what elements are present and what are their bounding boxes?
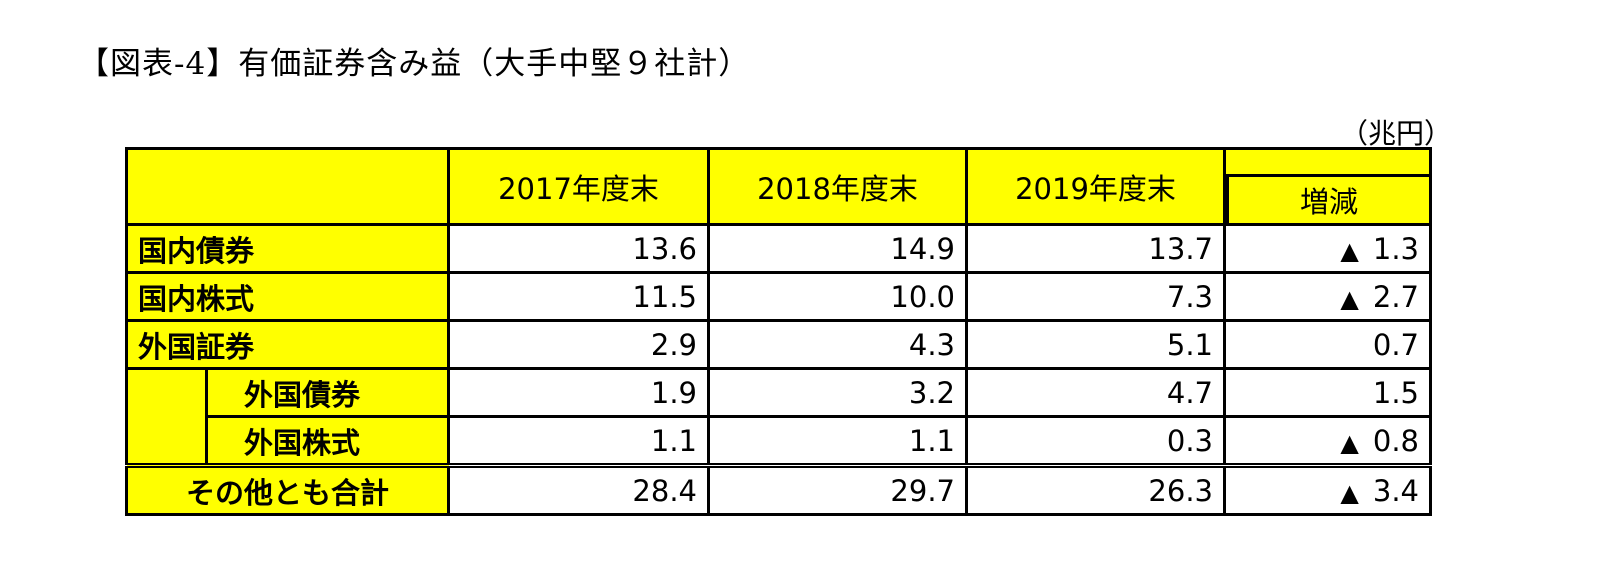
cell: 2.9 (447, 319, 710, 370)
col-header-2019: 2019年度末 (965, 147, 1226, 226)
diff-cell: ▲ 2.7 (1223, 271, 1432, 322)
cell: 4.7 (965, 367, 1226, 418)
triangle-icon: ▲ (1340, 236, 1359, 265)
diff-value: 0.8 (1372, 423, 1419, 458)
page-title: 【図表-4】有価証券含み益（大手中堅９社計） (78, 46, 751, 82)
table-row: 国内債券 13.6 14.9 13.7 ▲ 1.3 (125, 223, 1432, 274)
cell: 14.9 (707, 223, 968, 274)
cell: 29.7 (707, 463, 968, 516)
indent-spacer (125, 368, 208, 466)
cell: 1.1 (447, 415, 710, 467)
cell: 1.9 (447, 367, 710, 418)
diff-cell: ▲ 3.4 (1223, 463, 1432, 516)
table-row: 外国証券 2.9 4.3 5.1 0.7 (125, 319, 1432, 370)
col-header-diff: 増減 (1226, 174, 1429, 223)
table-row: 外国債券 1.9 3.2 4.7 1.5 (125, 367, 1432, 466)
triangle-icon: ▲ (1340, 478, 1359, 507)
col-header-2017: 2017年度末 (447, 147, 710, 226)
unit-label: （兆円） (1340, 117, 1453, 150)
triangle-icon: ▲ (1340, 284, 1359, 313)
cell: 7.3 (965, 271, 1226, 322)
table-row: 外国株式 1.1 1.1 0.3 ▲ 0.8 (127, 415, 1432, 467)
cell: 3.2 (707, 367, 968, 418)
cell: 4.3 (707, 319, 968, 370)
cell: 13.7 (965, 223, 1226, 274)
cell: 5.1 (965, 319, 1226, 370)
securities-table: 2017年度末 2018年度末 2019年度末 増減 国内債券 13.6 14.… (125, 147, 1432, 516)
triangle-icon: ▲ (1340, 428, 1359, 457)
diff-value: 2.7 (1372, 279, 1419, 314)
cell: 1.1 (707, 415, 968, 467)
table-row: 国内株式 11.5 10.0 7.3 ▲ 2.7 (125, 271, 1432, 322)
cell: 0.3 (965, 415, 1226, 467)
diff-value: 3.4 (1372, 473, 1419, 508)
col-header-2018: 2018年度末 (707, 147, 968, 226)
diff-value: 1.3 (1372, 231, 1419, 266)
row-label: 国内株式 (125, 271, 450, 322)
diff-cell: ▲ 0.8 (1223, 415, 1432, 467)
diff-cell: 1.5 (1223, 367, 1432, 418)
row-label: 外国証券 (125, 319, 450, 370)
cell: 13.6 (447, 223, 710, 274)
cell: 26.3 (965, 463, 1226, 516)
col-header-diff-cell: 増減 (1224, 147, 1432, 226)
diff-cell: ▲ 1.3 (1223, 223, 1432, 274)
row-label: 外国債券 (205, 367, 450, 418)
row-label: 外国株式 (205, 415, 450, 467)
cell: 28.4 (447, 463, 710, 516)
row-label: 国内債券 (125, 223, 450, 274)
cell: 11.5 (447, 271, 710, 322)
header-corner (125, 147, 450, 226)
cell: 10.0 (707, 271, 968, 322)
table-row-total: その他とも合計 28.4 29.7 26.3 ▲ 3.4 (125, 463, 1432, 516)
row-label: その他とも合計 (125, 463, 450, 516)
diff-cell: 0.7 (1223, 319, 1432, 370)
